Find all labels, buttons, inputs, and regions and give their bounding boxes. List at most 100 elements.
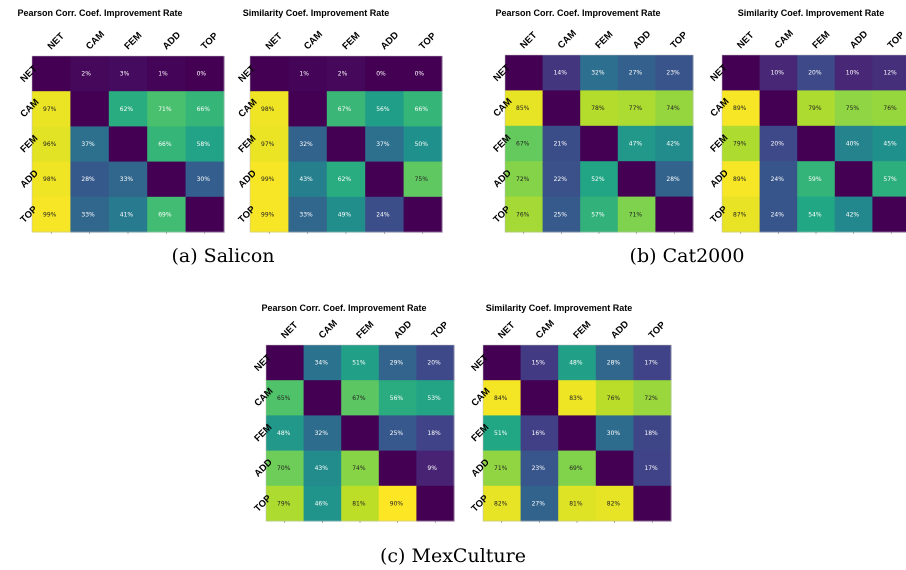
- column-tick-label: FEM: [340, 30, 362, 52]
- heatmap-cell: [288, 196, 328, 233]
- cell-value-label: 22%: [554, 176, 568, 183]
- heatmap-cell: [378, 450, 417, 487]
- heatmap-cell: [633, 485, 672, 522]
- heatmap-cell: [378, 485, 417, 522]
- column-tick-label: CAM: [556, 28, 579, 51]
- cell-value-label: 99%: [261, 176, 275, 183]
- heatmap-cell: [108, 126, 148, 163]
- heatmap-cell: [416, 415, 455, 452]
- cell-value-label: 23%: [532, 465, 546, 472]
- cell-value-label: 33%: [299, 211, 313, 218]
- heatmap-cell: [250, 56, 289, 92]
- heatmap-cell: [759, 125, 798, 162]
- heatmap-cell: [834, 196, 873, 233]
- cell-value-label: 10%: [846, 70, 860, 77]
- heatmap-cell: [797, 55, 836, 91]
- cell-value-label: 75%: [415, 176, 429, 183]
- column-tick-label: NET: [264, 31, 285, 52]
- heatmap-cell: [288, 161, 328, 198]
- heatmap-cell: [403, 196, 443, 233]
- cell-value-label: 33%: [81, 211, 95, 218]
- cell-value-label: 42%: [666, 141, 680, 148]
- heatmap-cell: [147, 91, 187, 127]
- cell-value-label: 67%: [352, 395, 366, 402]
- heatmap-cell: [722, 55, 761, 91]
- heatmap-cell: [520, 450, 559, 487]
- heatmap-cell: [595, 450, 634, 487]
- cell-value-label: 97%: [43, 106, 57, 113]
- cell-value-label: 37%: [376, 141, 390, 148]
- heatmap-cell: [365, 196, 405, 233]
- cell-value-label: 99%: [43, 211, 57, 218]
- heatmap-cell: [250, 196, 289, 233]
- heatmap-cell: [266, 345, 305, 381]
- chart-title: Pearson Corr. Coef. Improvement Rate: [495, 8, 660, 18]
- heatmap-cell: [341, 345, 380, 381]
- cell-value-label: 15%: [532, 360, 546, 367]
- cell-value-label: 87%: [733, 211, 747, 218]
- cell-value-label: 48%: [277, 430, 291, 437]
- cell-value-label: 62%: [120, 106, 134, 113]
- column-tick-label: TOP: [430, 319, 452, 341]
- heatmap-cell: [595, 380, 634, 416]
- cell-value-label: 21%: [554, 141, 568, 148]
- cell-value-label: 71%: [494, 465, 508, 472]
- heatmap-cell: [378, 415, 417, 452]
- heatmap-cell: [303, 380, 342, 416]
- cell-value-label: 20%: [427, 360, 441, 367]
- cell-value-label: 3%: [120, 71, 130, 78]
- cell-value-label: 28%: [607, 360, 621, 367]
- cell-value-label: 32%: [299, 141, 313, 148]
- cell-value-label: 29%: [390, 360, 404, 367]
- heatmap-cell: [759, 55, 798, 91]
- heatmap-cell: [595, 345, 634, 381]
- heatmap-cell: [580, 161, 619, 198]
- cell-value-label: 17%: [644, 465, 658, 472]
- heatmap-cell: [542, 196, 581, 233]
- heatmap-cell: [365, 56, 405, 92]
- heatmap-cell: [633, 380, 672, 416]
- chart-title: Pearson Corr. Coef. Improvement Rate: [17, 8, 182, 18]
- heatmap-cell: [580, 196, 619, 233]
- heatmap-cell: [872, 125, 906, 162]
- chart-title: Pearson Corr. Coef. Improvement Rate: [261, 303, 426, 313]
- cell-value-label: 0%: [376, 71, 386, 78]
- column-tick-label: FEM: [593, 29, 615, 51]
- heatmap-cell: [655, 125, 694, 162]
- heatmap-cell: [32, 161, 71, 198]
- heatmap-cell: [147, 126, 187, 163]
- heatmap-cell: [872, 55, 906, 91]
- caption-mexculture: (c) MexCulture: [380, 545, 526, 567]
- cell-value-label: 30%: [607, 430, 621, 437]
- column-tick-label: ADD: [161, 30, 183, 52]
- heatmap-cell: [250, 91, 289, 127]
- cell-value-label: 66%: [197, 106, 211, 113]
- cell-value-label: 79%: [808, 105, 822, 112]
- heatmap-panels: Pearson Corr. Coef. Improvement Rate 2% 3%…: [17, 8, 906, 523]
- cell-value-label: 24%: [771, 211, 785, 218]
- heatmap-cell: [797, 90, 836, 127]
- heatmap-cell: [147, 196, 187, 233]
- cell-value-label: 90%: [390, 500, 404, 507]
- heatmap-cell: [722, 125, 761, 162]
- heatmap-cell: [185, 56, 225, 92]
- heatmap-cell: [633, 345, 672, 381]
- heatmap-cell: [303, 485, 342, 522]
- column-tick-label: NET: [518, 30, 539, 51]
- column-tick-label: ADD: [609, 319, 631, 341]
- caption-salicon: (a) Salicon: [171, 245, 274, 267]
- heatmap-cell: [326, 91, 366, 127]
- heatmap-cell: [617, 196, 656, 233]
- cell-value-label: 53%: [427, 395, 441, 402]
- cell-value-label: 66%: [158, 141, 172, 148]
- column-tick-label: TOP: [647, 319, 669, 341]
- cell-value-label: 98%: [261, 106, 275, 113]
- column-tick-label: FEM: [571, 319, 593, 341]
- cell-value-label: 14%: [554, 70, 568, 77]
- cell-value-label: 70%: [277, 465, 291, 472]
- cell-value-label: 18%: [427, 430, 441, 437]
- column-tick-label: NET: [46, 31, 67, 52]
- cell-value-label: 47%: [629, 141, 643, 148]
- cell-value-label: 69%: [158, 211, 172, 218]
- heatmap-cell: [505, 161, 544, 198]
